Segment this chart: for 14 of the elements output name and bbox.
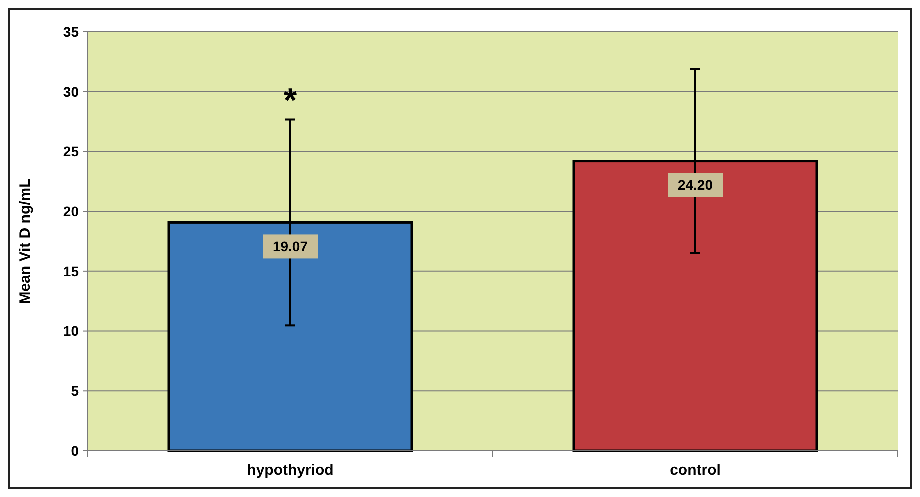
y-tick-label: 10 xyxy=(63,323,80,340)
data-label: 19.07 xyxy=(272,238,308,255)
y-tick-label: 20 xyxy=(63,203,80,220)
y-axis-title: Mean Vit D ng/mL xyxy=(17,178,34,304)
y-tick-label: 0 xyxy=(71,442,80,459)
y-tick-label: 25 xyxy=(63,144,80,160)
y-tick-label: 5 xyxy=(71,383,80,400)
x-tick-label: hypothyriod xyxy=(247,462,334,479)
data-label: 24.20 xyxy=(678,177,714,194)
annotation: * xyxy=(284,82,298,120)
y-tick-label: 30 xyxy=(63,84,80,100)
y-tick-label: 15 xyxy=(63,263,80,280)
x-tick-label: control xyxy=(670,462,721,479)
y-tick-label: 35 xyxy=(63,24,80,40)
